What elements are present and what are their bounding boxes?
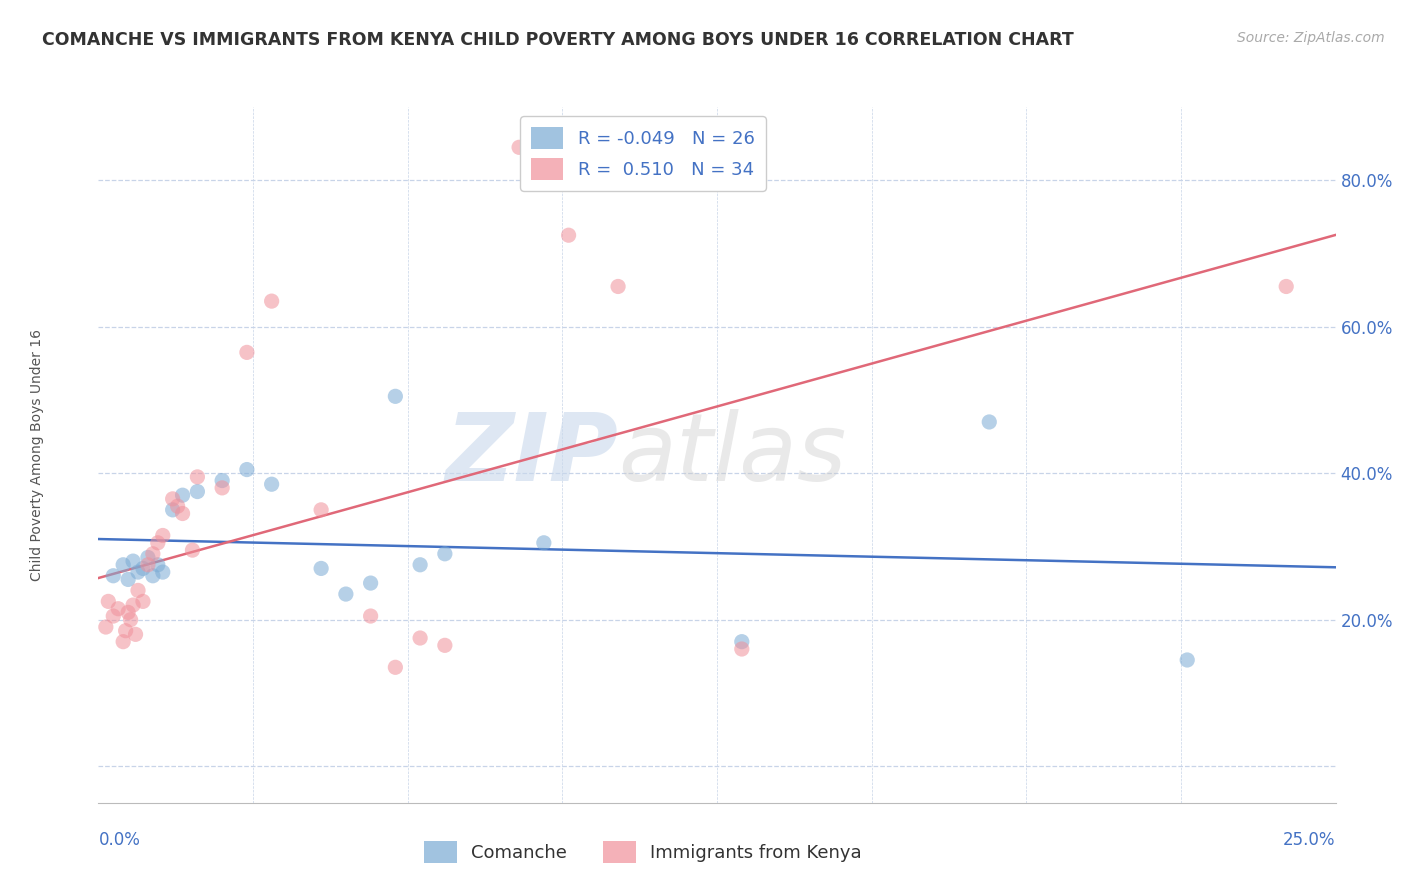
Point: [360, 576, 382, 591]
Text: 0.0%: 0.0%: [98, 830, 141, 848]
Point: [409, 558, 432, 572]
Text: Child Poverty Among Boys Under 16: Child Poverty Among Boys Under 16: [30, 329, 44, 581]
Point: [152, 528, 174, 542]
Point: [384, 389, 406, 403]
Point: [162, 491, 184, 506]
Point: [97, 594, 120, 608]
Point: [162, 503, 184, 517]
Point: [533, 536, 555, 550]
Point: [236, 345, 259, 359]
Point: [124, 627, 146, 641]
Point: [117, 573, 139, 587]
Point: [146, 536, 169, 550]
Point: [94, 620, 117, 634]
Point: [309, 561, 332, 575]
Point: [103, 568, 125, 582]
Point: [607, 279, 630, 293]
Point: [112, 634, 135, 648]
Point: [309, 503, 332, 517]
Text: ZIP: ZIP: [446, 409, 619, 501]
Point: [142, 547, 165, 561]
Point: [107, 601, 129, 615]
Point: [112, 558, 135, 572]
Point: [384, 660, 406, 674]
Text: atlas: atlas: [619, 409, 846, 500]
Point: [114, 624, 136, 638]
Point: [136, 550, 159, 565]
Point: [508, 140, 530, 154]
Point: [120, 613, 142, 627]
Point: [1175, 653, 1198, 667]
Point: [136, 558, 159, 572]
Point: [731, 634, 754, 648]
Point: [181, 543, 204, 558]
Point: [433, 638, 456, 652]
Point: [236, 462, 259, 476]
Text: COMANCHE VS IMMIGRANTS FROM KENYA CHILD POVERTY AMONG BOYS UNDER 16 CORRELATION : COMANCHE VS IMMIGRANTS FROM KENYA CHILD …: [42, 31, 1074, 49]
Point: [433, 547, 456, 561]
Point: [132, 594, 155, 608]
Point: [142, 568, 165, 582]
Point: [260, 294, 283, 309]
Point: [1275, 279, 1298, 293]
Point: [103, 609, 125, 624]
Point: [260, 477, 283, 491]
Point: [127, 583, 149, 598]
Point: [146, 558, 169, 572]
Point: [211, 481, 233, 495]
Point: [172, 507, 194, 521]
Point: [122, 598, 145, 612]
Point: [127, 565, 149, 579]
Point: [166, 499, 188, 513]
Point: [557, 228, 579, 243]
Point: [731, 642, 754, 657]
Point: [186, 470, 208, 484]
Point: [211, 474, 233, 488]
Text: 25.0%: 25.0%: [1284, 830, 1336, 848]
Point: [360, 609, 382, 624]
Point: [186, 484, 208, 499]
Point: [132, 561, 155, 575]
Point: [409, 631, 432, 645]
Point: [979, 415, 1001, 429]
Legend: Comanche, Immigrants from Kenya: Comanche, Immigrants from Kenya: [416, 834, 869, 871]
Point: [122, 554, 145, 568]
Point: [335, 587, 357, 601]
Point: [117, 606, 139, 620]
Point: [152, 565, 174, 579]
Text: Source: ZipAtlas.com: Source: ZipAtlas.com: [1237, 31, 1385, 45]
Point: [172, 488, 194, 502]
